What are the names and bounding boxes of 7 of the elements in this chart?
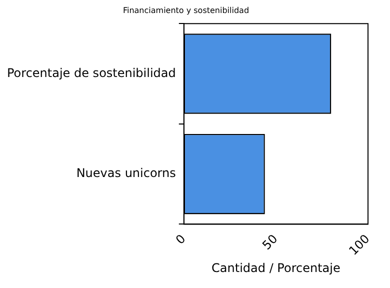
y-tick-label: Nuevas unicorns	[76, 166, 176, 180]
chart-title: Financiamiento y sostenibilidad	[122, 6, 250, 15]
x-tick-label: 50	[260, 232, 280, 252]
x-axis-title: Cantidad / Porcentaje	[212, 260, 340, 275]
x-tick-label: 100	[346, 232, 372, 258]
x-tick-label: 0	[172, 232, 188, 248]
y-tick-label: Porcentaje de sostenibilidad	[7, 66, 176, 80]
